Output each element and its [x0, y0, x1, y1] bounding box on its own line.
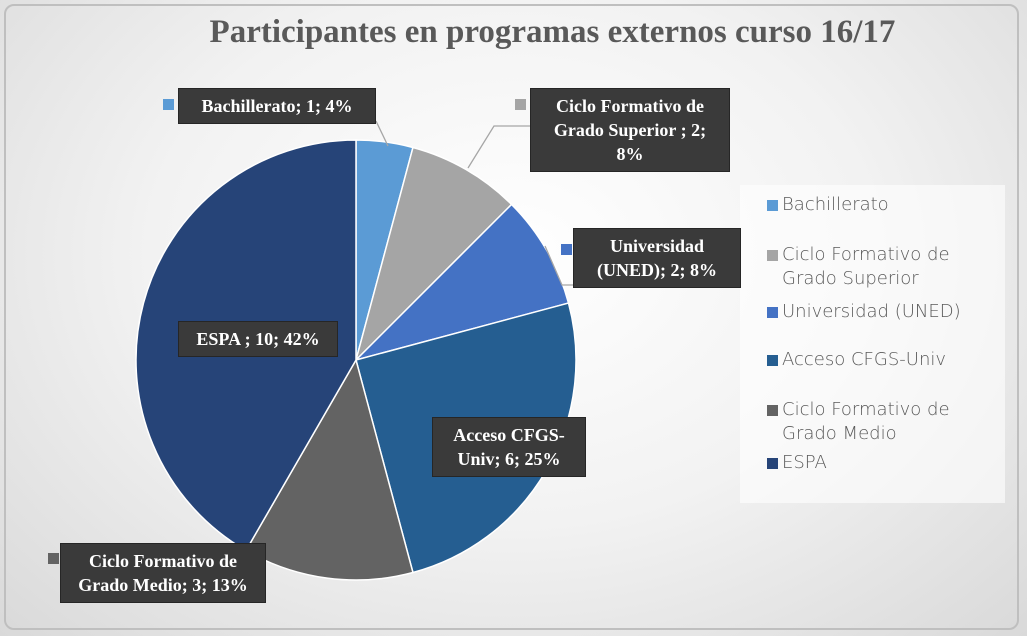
- leader-line: [467, 125, 530, 169]
- data-label-key: [515, 99, 526, 110]
- data-label: Ciclo Formativo de Grado Medio; 3; 13%: [60, 543, 266, 603]
- legend-label: ESPA: [782, 452, 827, 473]
- legend-key: [767, 355, 778, 366]
- data-label: ESPA ; 10; 42%: [178, 321, 338, 357]
- legend-key: [767, 200, 778, 211]
- legend-label: Acceso CFGS-Univ: [782, 349, 947, 370]
- legend-key: [767, 458, 778, 469]
- data-label-key: [561, 244, 572, 255]
- leader-lines: [375, 120, 574, 286]
- data-label: Bachillerato; 1; 4%: [178, 88, 376, 124]
- legend: Bachillerato Ciclo Formativo de Grado Sup…: [740, 185, 1005, 503]
- chart-title: Participantes en programas externos curs…: [209, 14, 896, 50]
- legend-label: Ciclo Formativo de Grado Superior: [782, 244, 950, 289]
- legend-key: [767, 405, 778, 416]
- data-label: Universidad (UNED); 2; 8%: [573, 228, 741, 288]
- data-label: Ciclo Formativo de Grado Superior ; 2; 8…: [530, 88, 730, 172]
- legend-label: Ciclo Formativo de Grado Medio: [782, 399, 950, 444]
- legend-label: Bachillerato: [782, 194, 889, 215]
- legend-label: Universidad (UNED): [782, 301, 961, 322]
- data-label-key: [163, 99, 174, 110]
- pie-slice: [354, 146, 513, 363]
- chart-frame: [4, 4, 1019, 630]
- data-label: Acceso CFGS-Univ; 6; 25%: [432, 417, 586, 477]
- legend-key: [767, 307, 778, 318]
- data-label-key: [48, 553, 59, 564]
- legend-key: [767, 250, 778, 261]
- leader-line: [375, 120, 389, 147]
- slices: [135, 139, 577, 581]
- leader-line: [544, 245, 574, 286]
